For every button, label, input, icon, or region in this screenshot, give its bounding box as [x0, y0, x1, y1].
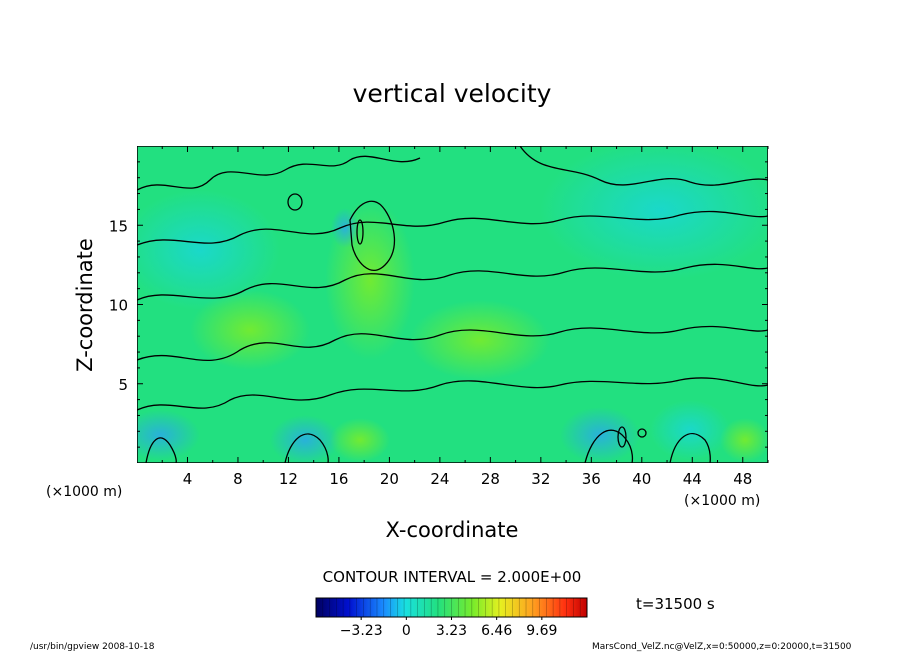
contour-line: [637, 428, 647, 438]
contour-line: [137, 377, 768, 411]
colorbar-tick-label: 6.46: [481, 623, 512, 639]
x-tick-label: 8: [233, 470, 243, 488]
field-region: [331, 208, 359, 248]
colorbar-tick-label: −3.23: [340, 623, 383, 639]
colorbar-tick-label: 0: [402, 623, 411, 639]
y-axis-label: Z-coordinate: [73, 238, 97, 372]
contour-line: [349, 200, 396, 271]
contour-lines: [137, 146, 768, 463]
x-tick-label: 40: [632, 470, 651, 488]
x-axis: 4 8 12 16 20 24 28 32 36 40 44 48: [161, 146, 769, 488]
chart-title: vertical velocity: [353, 79, 552, 108]
contour-line: [287, 193, 303, 211]
x-tick-label: 12: [279, 470, 298, 488]
contour-line: [284, 433, 329, 463]
y-axis: 5 10 15: [109, 161, 768, 448]
x-tick-label: 28: [481, 470, 500, 488]
field-region: [270, 415, 340, 463]
contour-line: [145, 437, 177, 463]
field-region: [720, 418, 768, 462]
footer-left: /usr/bin/gpview 2008-10-18: [30, 642, 155, 652]
x-unit-right: (×1000 m): [684, 493, 760, 509]
contour-line: [584, 429, 634, 463]
contour-line: [137, 263, 768, 301]
field-region: [540, 146, 768, 280]
x-axis-label: X-coordinate: [386, 518, 519, 542]
field-region: [137, 190, 280, 310]
field-region: [190, 290, 310, 370]
x-tick-label: 48: [733, 470, 752, 488]
colorbar: −3.23 0 3.23 6.46 9.69: [315, 597, 588, 639]
field-region: [137, 410, 200, 460]
colorbar-tick-label: 9.69: [526, 623, 557, 639]
contour-interval-label: CONTOUR INTERVAL = 2.000E+00: [323, 568, 582, 586]
field-region: [410, 300, 550, 380]
contour-line: [137, 155, 421, 191]
footer-right: MarsCond_VelZ.nc@VelZ,x=0:50000,z=0:2000…: [592, 642, 852, 652]
x-tick-label: 32: [531, 470, 550, 488]
field-region: [650, 400, 730, 460]
colorbar-ticks: −3.23 0 3.23 6.46 9.69: [340, 617, 557, 639]
x-tick-label: 24: [430, 470, 449, 488]
x-tick-label: 20: [380, 470, 399, 488]
y-tick-label: 15: [109, 217, 128, 235]
colorbar-stripes: [322, 598, 581, 617]
y-tick-label: 5: [118, 376, 128, 394]
field-shading: [137, 146, 768, 463]
x-tick-label: 4: [183, 470, 193, 488]
time-label: t=31500 s: [636, 595, 715, 613]
y-tick-label: 10: [109, 297, 128, 315]
field-region: [330, 418, 390, 462]
x-unit-left: (×1000 m): [46, 484, 122, 500]
x-tick-label: 44: [683, 470, 702, 488]
contour-line: [356, 219, 364, 245]
contour-line: [137, 325, 768, 362]
x-tick-label: 16: [329, 470, 348, 488]
colorbar-tick-label: 3.23: [436, 623, 467, 639]
x-tick-label: 36: [582, 470, 601, 488]
contour-line: [617, 426, 627, 448]
plot-area: [137, 146, 768, 463]
contour-line: [519, 146, 768, 186]
contour-line: [137, 210, 768, 246]
contour-line: [669, 433, 711, 463]
